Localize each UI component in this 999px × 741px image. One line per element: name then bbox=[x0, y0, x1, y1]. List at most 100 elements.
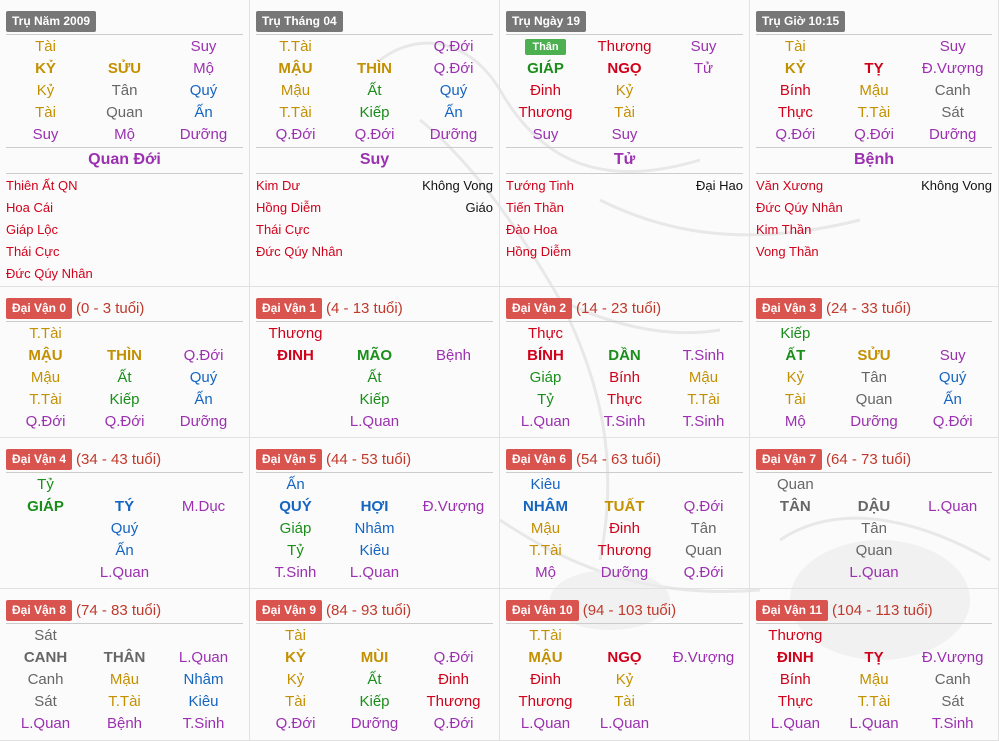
element-label: Q.Đới bbox=[854, 125, 894, 143]
stem-branch-label: ĐINH bbox=[277, 346, 314, 364]
element-label: Kiêu bbox=[359, 541, 390, 559]
divider bbox=[506, 147, 743, 148]
divider bbox=[506, 623, 743, 624]
element-label: T.Tài bbox=[279, 37, 312, 55]
element-label: Q.Đới bbox=[433, 59, 474, 77]
element-label: Bệnh bbox=[106, 714, 143, 732]
pillar-row: Mậu Ất Quý bbox=[256, 79, 493, 101]
element-label: Tân bbox=[111, 81, 138, 99]
pillar-row: Kỷ Ất Đinh bbox=[256, 668, 493, 690]
dai-van-header: Đại Vận 11 (104 - 113 tuổi) bbox=[756, 599, 992, 621]
element-label: L.Quan bbox=[178, 648, 229, 666]
life-stage-status: Quan Đới bbox=[88, 151, 161, 168]
pillar-row: Suy Mộ Dưỡng bbox=[6, 123, 243, 145]
element-label: Quý bbox=[439, 81, 468, 99]
pillar-row: CANH THÂN L.Quan bbox=[6, 646, 243, 668]
dai-van-card: Đại Vận 5 (44 - 53 tuổi) Ấn QUÝ HỢI Đ.Vượng Gi… bbox=[250, 438, 500, 589]
pillar-row: GIÁP TÝ M.Dục bbox=[6, 495, 243, 517]
element-label: Sát bbox=[941, 103, 964, 121]
divider bbox=[256, 623, 493, 624]
pillar-row: Tài bbox=[256, 624, 493, 646]
stem-branch-label: ĐINH bbox=[777, 648, 814, 666]
pillar-row: L.Quan L.Quan T.Sinh bbox=[756, 712, 992, 734]
element-label: T.Sinh bbox=[182, 714, 225, 732]
pillar-row: Ấn bbox=[256, 473, 493, 495]
dai-van-label: Đại Vận 2 bbox=[506, 297, 573, 319]
pillar-header: Trụ Năm 2009 bbox=[6, 10, 243, 32]
element-label: Tài bbox=[614, 103, 635, 121]
element-label: Thân bbox=[506, 37, 585, 55]
element-label: Dưỡng bbox=[928, 125, 977, 143]
pillar-row: Tỷ Kiêu bbox=[256, 539, 493, 561]
pillar-row: Q.Đới Dưỡng Q.Đới bbox=[256, 712, 493, 734]
element-label: Ấn bbox=[943, 390, 962, 408]
element-label: Mộ bbox=[535, 563, 556, 581]
divider bbox=[256, 472, 493, 473]
element-label: Dưỡng bbox=[179, 125, 228, 143]
pillar-row: KỶ TỴ Đ.Vượng bbox=[756, 57, 992, 79]
dai-van-header: Đại Vận 3 (24 - 33 tuổi) bbox=[756, 297, 992, 319]
stem-branch-label: GIÁP bbox=[27, 497, 64, 515]
stem-branch-label: CANH bbox=[23, 648, 68, 666]
pillar-row: TÂN DẬU L.Quan bbox=[756, 495, 992, 517]
stem-branch-label: GIÁP bbox=[527, 59, 564, 77]
element-label: Bệnh bbox=[435, 346, 472, 364]
dai-van-label: Đại Vận 3 bbox=[756, 297, 823, 319]
star-name: Kim Thần bbox=[756, 221, 812, 237]
element-label: Nhâm bbox=[183, 670, 224, 688]
age-range: (0 - 3 tuổi) bbox=[76, 299, 145, 317]
pillar-row: T.Tài Q.Đới bbox=[256, 35, 493, 57]
divider bbox=[256, 34, 493, 35]
element-label: L.Quan bbox=[99, 563, 150, 581]
element-label: Mộ bbox=[784, 412, 806, 430]
element-label: Q.Đới bbox=[354, 125, 395, 143]
stem-branch-label: KỶ bbox=[784, 59, 806, 77]
pillar-row: Bính Mậu Canh bbox=[756, 79, 992, 101]
pillar-row: Quan bbox=[756, 539, 992, 561]
pillar-label: Trụ Năm 2009 bbox=[6, 10, 97, 32]
pillar-row: L.Quan L.Quan bbox=[506, 712, 743, 734]
element-label: T.Tài bbox=[29, 324, 62, 342]
divider bbox=[6, 623, 243, 624]
element-label: Mậu bbox=[30, 368, 61, 386]
pillar-row: GIÁP NGỌ Tử bbox=[506, 57, 743, 79]
pillar-row: L.Quan bbox=[6, 561, 243, 583]
star-name: Hồng Diễm bbox=[506, 243, 572, 259]
life-stage-status: Tử bbox=[613, 151, 636, 168]
element-label: Q.Đới bbox=[683, 497, 724, 515]
pillar-row: QUÝ HỢI Đ.Vượng bbox=[256, 495, 493, 517]
element-label: M.Dục bbox=[181, 497, 226, 515]
element-label: Mậu bbox=[530, 519, 561, 537]
pillar-row: Thương bbox=[256, 322, 493, 344]
pillar-row: Mậu Ất Quý bbox=[6, 366, 243, 388]
stem-branch-label: MẬU bbox=[528, 648, 563, 666]
pillar-row: Giáp Nhâm bbox=[256, 517, 493, 539]
pillar-row: NHÂM TUẤT Q.Đới bbox=[506, 495, 743, 517]
stem-branch-label: TÂN bbox=[779, 497, 811, 515]
pillar-row: Tài Suy bbox=[756, 35, 992, 57]
element-label: Dưỡng bbox=[600, 563, 649, 581]
pillar-row: L.Quan Bệnh T.Sinh bbox=[6, 712, 243, 734]
element-label: Kỷ bbox=[615, 81, 634, 99]
element-label: L.Quan bbox=[849, 714, 899, 732]
element-label: Kiếp bbox=[359, 103, 390, 121]
divider bbox=[506, 472, 743, 473]
element-label: Bính bbox=[779, 81, 811, 99]
stem-branch-label: MẬU bbox=[278, 59, 313, 77]
pillar-row: L.Quan bbox=[256, 410, 493, 432]
pillar-label: Trụ Tháng 04 bbox=[256, 10, 343, 32]
element-label: Kiếp bbox=[780, 324, 811, 342]
dai-van-label: Đại Vận 4 bbox=[6, 448, 73, 470]
pillar-row: Thực bbox=[506, 322, 743, 344]
pillar-row: MẬU NGỌ Đ.Vượng bbox=[506, 646, 743, 668]
pillar-row: Kỷ Tân Quý bbox=[6, 79, 243, 101]
element-label: Đinh bbox=[438, 670, 469, 688]
pillar-row: MẬU THÌN Q.Đới bbox=[256, 57, 493, 79]
pillar-row: Thân Thương Suy bbox=[506, 35, 743, 57]
pillar-row: Tài Suy bbox=[6, 35, 243, 57]
star-name-secondary: Không Vong bbox=[921, 177, 992, 193]
stem-branch-label: SỬU bbox=[107, 59, 142, 77]
element-label: Đinh bbox=[609, 519, 640, 537]
element-label: T.Tài bbox=[29, 390, 62, 408]
pillar-header: Trụ Ngày 19 bbox=[506, 10, 743, 32]
